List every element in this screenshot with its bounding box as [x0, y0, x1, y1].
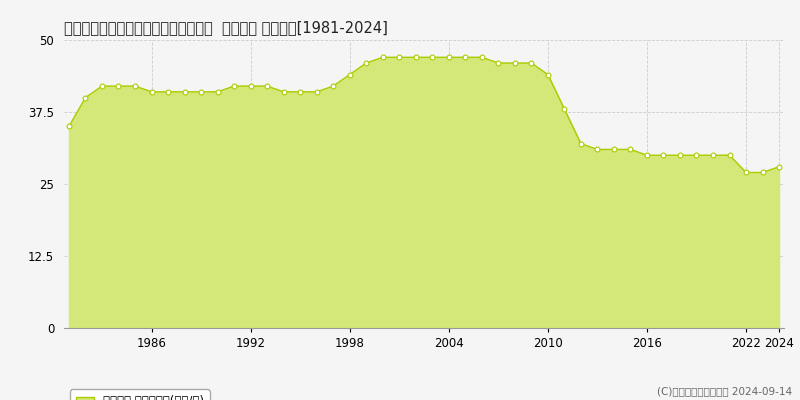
Text: 高知県高知市赤石町字ミドロ８８番４  地価公示 地価推移[1981-2024]: 高知県高知市赤石町字ミドロ８８番４ 地価公示 地価推移[1981-2024] — [64, 20, 388, 35]
Text: (C)土地価格ドットコム 2024-09-14: (C)土地価格ドットコム 2024-09-14 — [657, 386, 792, 396]
Legend: 地価公示 平均坪単価(万円/坪): 地価公示 平均坪単価(万円/坪) — [70, 390, 210, 400]
